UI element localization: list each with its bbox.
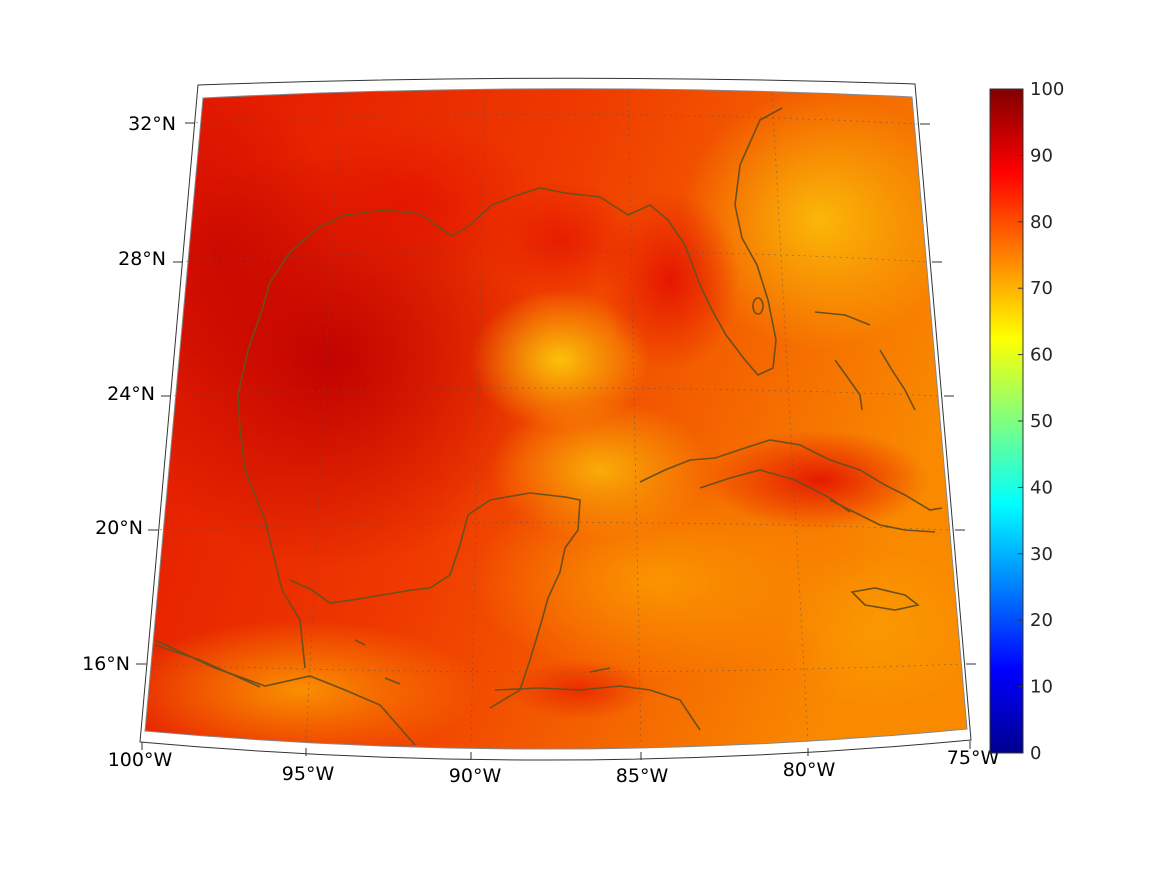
colorbar-tick-label: 80: [1030, 212, 1053, 233]
colorbar-tick-label: 20: [1030, 610, 1053, 631]
lon-label: 95°W: [282, 763, 335, 785]
colorbar-tick-label: 90: [1030, 145, 1053, 166]
longitude-labels: 100°W 95°W 90°W 85°W 80°W 75°W: [108, 747, 1000, 787]
coastlines: [154, 107, 943, 746]
colorbar-tick-label: 60: [1030, 345, 1053, 366]
lat-label: 16°N: [82, 653, 130, 675]
lon-label: 80°W: [783, 759, 836, 781]
lat-label: 20°N: [95, 517, 143, 539]
lon-label: 90°W: [449, 765, 502, 787]
latitude-labels: 32°N 28°N 24°N 20°N 16°N: [82, 113, 176, 675]
colorbar-tick-label: 50: [1030, 411, 1053, 432]
colorbar-tick-label: 70: [1030, 278, 1053, 299]
axis-ticks: [136, 122, 976, 760]
colorbar-tick-label: 30: [1030, 544, 1053, 565]
colorbar-tick-label: 100: [1030, 79, 1064, 100]
colorbar-tick-label: 40: [1030, 477, 1053, 498]
lon-label: 85°W: [616, 765, 669, 787]
colorbar-ticks: 0 10 20 30 40 50 60 70 80 90 100: [1018, 79, 1064, 764]
lat-label: 32°N: [128, 113, 176, 135]
lat-label: 28°N: [118, 248, 166, 270]
colorbar-gradient: [989, 88, 1024, 754]
lat-label: 24°N: [107, 383, 155, 405]
map-frame: [139, 77, 972, 761]
colorbar-tick-label: 0: [1030, 743, 1041, 764]
colorbar-tick-label: 10: [1030, 677, 1053, 698]
lon-label: 75°W: [947, 747, 1000, 769]
graticule: [145, 91, 963, 747]
colorbar: 0 10 20 30 40 50 60 70 80 90 100: [989, 79, 1064, 764]
data-field: [145, 88, 967, 750]
lon-label: 100°W: [108, 749, 173, 771]
